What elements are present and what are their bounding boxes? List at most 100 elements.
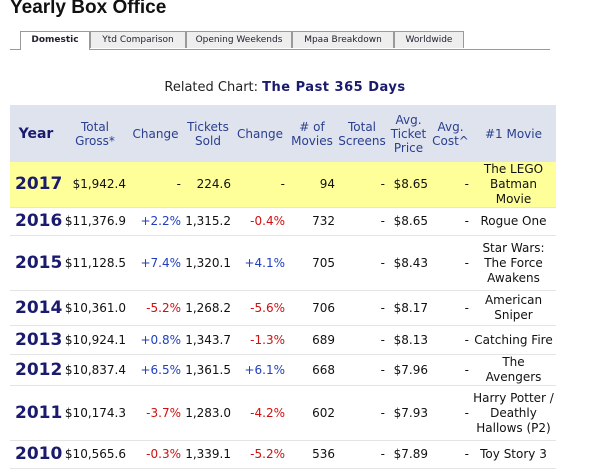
data-cell: $10,837.4 <box>62 354 128 386</box>
data-cell: - <box>430 290 471 326</box>
movie-cell: Toy Story 3 <box>471 440 556 469</box>
data-cell: -0.4% <box>233 207 287 236</box>
year-cell: 2015 <box>10 235 62 291</box>
data-cell: 689 <box>287 325 337 355</box>
year-cell: 2010 <box>10 440 62 469</box>
year-cell: 2012 <box>10 354 62 386</box>
tab[interactable]: Worldwide <box>394 31 464 48</box>
data-cell: $8.17 <box>387 290 430 326</box>
column-header: Year <box>10 105 62 162</box>
data-cell: 602 <box>287 385 337 441</box>
data-cell: 668 <box>287 354 337 386</box>
data-cell: - <box>430 440 471 469</box>
data-cell: $7.96 <box>387 354 430 386</box>
movie-cell: American Sniper <box>471 290 556 326</box>
movie-cell: Harry Potter / Deathly Hallows (P2) <box>471 385 556 441</box>
data-cell: 224.6 <box>183 162 233 208</box>
data-cell: - <box>337 235 387 291</box>
data-cell: 94 <box>287 162 337 208</box>
table-row: 2017 $1,942.4-224.6-94- $8.65- The LEGO Bat… <box>10 162 556 208</box>
data-cell: +4.1% <box>233 235 287 291</box>
data-cell: $7.93 <box>387 385 430 441</box>
page-title: Yearly Box Office <box>10 0 167 18</box>
table-body: 2017 $1,942.4-224.6-94- $8.65- The LEGO Bat… <box>10 162 556 469</box>
column-header: Change <box>128 105 183 162</box>
data-cell: - <box>337 385 387 441</box>
data-cell: $8.65 <box>387 162 430 208</box>
column-header: Tickets Sold <box>183 105 233 162</box>
data-cell: -5.2% <box>128 290 183 326</box>
column-header: Avg. Cost^ <box>430 105 471 162</box>
movie-cell: The Avengers <box>471 354 556 386</box>
table-row: 2013 $10,924.1 +0.8% 1,343.7 -1.3% 689- $8.13-… <box>10 325 556 355</box>
year-cell: 2017 <box>10 162 62 208</box>
data-cell: - <box>337 325 387 355</box>
table-row: 2011 $10,174.3 -3.7% 1,283.0 -4.2% 602- $7.93-… <box>10 385 556 441</box>
table-row: 2012 $10,837.4 +6.5% 1,361.5 +6.1% 668- $7.96-… <box>10 354 556 386</box>
data-cell: 1,320.1 <box>183 235 233 291</box>
data-cell: - <box>430 162 471 208</box>
data-cell: $10,924.1 <box>62 325 128 355</box>
table-row: 2010 $10,565.6 -0.3% 1,339.1 -5.2% 536- $7.89-… <box>10 440 556 469</box>
table-row: 2016 $11,376.9 +2.2% 1,315.2 -0.4% 732- $8.65-… <box>10 207 556 236</box>
data-cell: 1,361.5 <box>183 354 233 386</box>
tab[interactable]: Mpaa Breakdown <box>292 31 394 48</box>
data-cell: -4.2% <box>233 385 287 441</box>
data-cell: +7.4% <box>128 235 183 291</box>
year-cell: 2014 <box>10 290 62 326</box>
year-cell: 2011 <box>10 385 62 441</box>
data-cell: $11,128.5 <box>62 235 128 291</box>
movie-cell: The LEGO Batman Movie <box>471 162 556 208</box>
data-cell: -1.3% <box>233 325 287 355</box>
tab[interactable]: Opening Weekends <box>186 31 292 48</box>
column-header: Total Screens <box>337 105 387 162</box>
column-header: Avg. Ticket Price <box>387 105 430 162</box>
data-cell: - <box>430 207 471 236</box>
box-office-table: Year Total Gross* Change Tickets Sold Change… <box>10 105 556 469</box>
table-row: 2014 $10,361.0 -5.2% 1,268.2 -5.6% 706- $8.17-… <box>10 290 556 326</box>
data-cell: $11,376.9 <box>62 207 128 236</box>
data-cell: $8.65 <box>387 207 430 236</box>
data-cell: 706 <box>287 290 337 326</box>
data-cell: $10,361.0 <box>62 290 128 326</box>
tab[interactable]: Domestic <box>20 31 90 50</box>
data-cell: -5.6% <box>233 290 287 326</box>
data-cell: $7.89 <box>387 440 430 469</box>
data-cell: - <box>337 290 387 326</box>
tab[interactable]: Ytd Comparison <box>90 31 186 48</box>
data-cell: $1,942.4 <box>62 162 128 208</box>
data-cell: +6.1% <box>233 354 287 386</box>
year-cell: 2016 <box>10 207 62 236</box>
table-row: 2015 $11,128.5 +7.4% 1,320.1 +4.1% 705- $8.43-… <box>10 235 556 291</box>
data-cell: - <box>233 162 287 208</box>
data-cell: +2.2% <box>128 207 183 236</box>
data-cell: - <box>128 162 183 208</box>
data-cell: - <box>337 162 387 208</box>
data-cell: 1,283.0 <box>183 385 233 441</box>
data-cell: +0.8% <box>128 325 183 355</box>
data-cell: - <box>337 207 387 236</box>
data-cell: $10,565.6 <box>62 440 128 469</box>
related-chart: Related Chart: The Past 365 Days <box>0 80 570 95</box>
data-cell: $10,174.3 <box>62 385 128 441</box>
data-cell: -3.7% <box>128 385 183 441</box>
data-cell: 1,343.7 <box>183 325 233 355</box>
data-cell: 1,339.1 <box>183 440 233 469</box>
data-cell: - <box>337 354 387 386</box>
data-cell: 1,315.2 <box>183 207 233 236</box>
related-label: Related Chart: <box>164 80 259 95</box>
data-cell: - <box>337 440 387 469</box>
movie-cell: Catching Fire <box>471 325 556 355</box>
movie-cell: Star Wars: The Force Awakens <box>471 235 556 291</box>
data-cell: - <box>430 354 471 386</box>
column-header: # of Movies <box>287 105 337 162</box>
tab-bar: Domestic Ytd Comparison Opening Weekends Mp… <box>10 31 550 50</box>
year-cell: 2013 <box>10 325 62 355</box>
data-cell: $8.43 <box>387 235 430 291</box>
data-cell: 732 <box>287 207 337 236</box>
related-link[interactable]: The Past 365 Days <box>262 80 406 95</box>
column-header: #1 Movie <box>471 105 556 162</box>
data-cell: - <box>430 385 471 441</box>
header-row: Year Total Gross* Change Tickets Sold Change… <box>10 105 556 162</box>
